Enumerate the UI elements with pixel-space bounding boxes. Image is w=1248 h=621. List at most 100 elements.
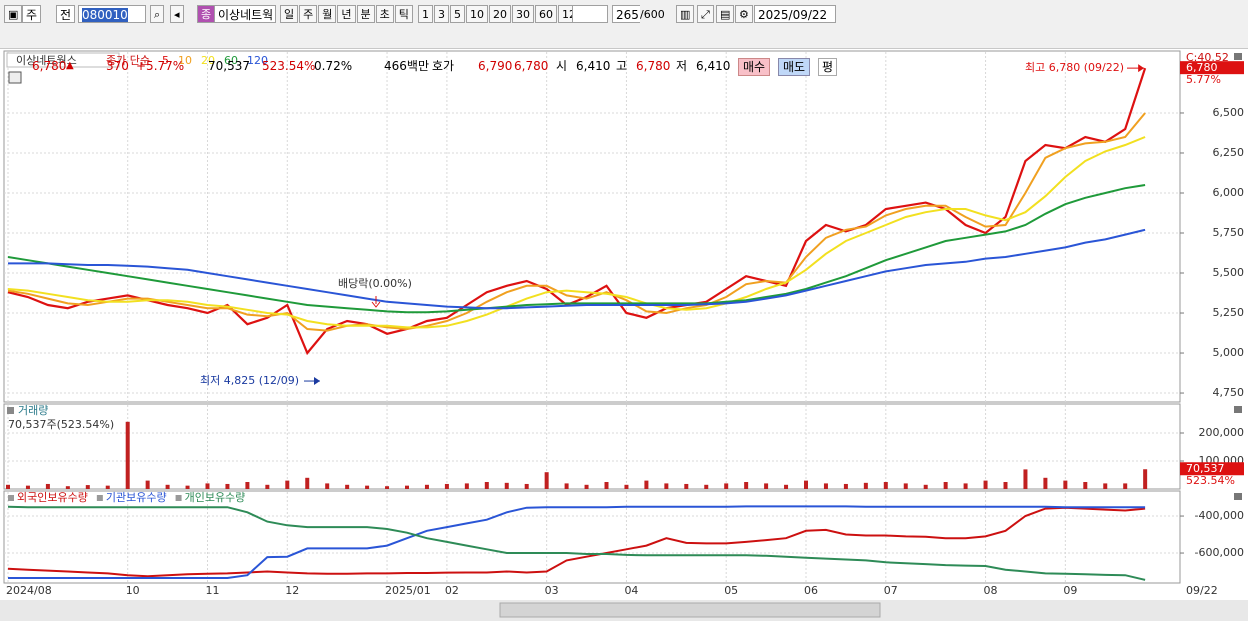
volume-bar [524,483,529,489]
volume-bar [65,486,70,489]
volume-bar [923,484,928,489]
legend-swatch [175,495,182,501]
period-button[interactable]: 일 [280,5,299,23]
market-select[interactable]: 주 [22,5,42,23]
period-button[interactable]: 틱 [394,5,413,23]
volume-bar [704,484,709,489]
volume-bar [165,484,170,489]
y-tick-label: 5,000 [1213,346,1245,359]
interval-button[interactable]: 1 [418,5,433,23]
volume-bar [823,483,828,489]
volume-title: 거래량 [18,404,48,417]
volume-bar [863,482,868,489]
code-input[interactable]: 080010 [78,5,146,23]
name-field[interactable]: 이상네트웍 [214,5,276,23]
series-line [8,228,1146,310]
period-button[interactable]: 초 [375,5,394,23]
scope-select[interactable]: 전 [56,5,76,23]
interval-button[interactable]: 5 [450,5,465,23]
turnover: 0.72% [314,59,353,73]
period-button[interactable]: 분 [356,5,375,23]
chart-bg [0,50,1248,600]
draw-button[interactable]: ⤢ [697,5,714,23]
close-button[interactable] [1234,406,1242,413]
name-icon[interactable]: 종 [197,5,216,23]
volume-bar [744,482,749,489]
count-input[interactable]: 265 [612,5,640,23]
volume-bar [145,480,150,489]
volume-bar [943,482,948,489]
series-line [7,67,1147,356]
chart-type-button[interactable]: ▥ [676,5,695,23]
interval-group: 13510203060120 [418,5,588,23]
volume-bar [804,480,808,489]
volume-bar [405,485,409,489]
volume-bar [225,483,230,489]
interval-button[interactable]: 20 [489,5,511,23]
legend-swatch [8,495,14,501]
volume-bar [1123,483,1128,489]
volume-bar [424,484,429,489]
quote-label: 호가 [432,59,455,73]
volume-bar [25,485,30,489]
period-button[interactable]: 월 [318,5,337,23]
interval-button[interactable]: 10 [466,5,488,23]
volume-bar [604,482,609,489]
interval-button[interactable]: 60 [535,5,557,23]
x-tick-label: 2024/08 [6,584,52,597]
count-select[interactable] [572,5,608,23]
series-line [7,136,1146,329]
c-label: C:40.52 [1186,51,1229,64]
volume-bar [963,483,968,489]
save-button[interactable]: ▤ [716,5,735,23]
search-button[interactable]: ⌕ [150,5,165,23]
amount: 466백만 [384,59,429,73]
menu-button[interactable]: ▣ [4,5,23,23]
volume-bar [385,486,390,489]
period-button[interactable]: 주 [299,5,318,23]
x-tick-label: 05 [724,584,738,597]
volume-bar [105,485,110,489]
legend-entry: 개인보유수량 [185,491,246,504]
close-button[interactable] [1234,493,1242,500]
interval-button[interactable]: 30 [512,5,534,23]
interval-button[interactable]: 3 [434,5,449,23]
last-price-box [1180,61,1244,75]
x-tick-label: 06 [804,584,818,597]
low-label: 저 [676,59,688,73]
high-label: 최고 6,780 (09/22) [1025,61,1124,74]
ask: 6,790 [478,59,513,73]
event-arrow [371,296,381,308]
legend-entry: 60 [224,54,238,67]
volume-bar [883,482,888,489]
volume-bar [1043,477,1048,489]
sound-button[interactable]: ◂ [170,5,184,23]
volume-bar [1143,469,1148,489]
volume-bar [903,483,908,489]
last-price-label: 6,780 [1186,61,1218,74]
avg-button[interactable]: 평 [818,58,838,76]
date-input[interactable]: 2025/09/22 [754,5,836,23]
legend-entry: 외국인보유수량 [17,491,88,504]
y-tick-label: -400,000 [1195,509,1244,522]
change-pct: +5.77% [136,59,185,73]
volume-bar [644,480,649,489]
change: 370 [106,59,129,73]
series-line [7,184,1146,314]
y-tick-label: -600,000 [1195,546,1244,559]
close-button[interactable] [1234,53,1242,60]
high-arrowhead [1138,64,1145,73]
sell-button[interactable]: 매도 [778,58,811,76]
y-tick-label: 4,750 [1213,386,1245,399]
scroll-thumb[interactable] [499,602,881,618]
buy-button[interactable]: 매수 [738,58,771,76]
legend-name: 이상네트웍스 [16,54,77,67]
volume-bar [265,484,270,489]
change-arrow: ▲ [66,60,74,71]
period-button[interactable]: 년 [337,5,356,23]
volume-bar [584,484,589,489]
settings-button[interactable]: ⚙ [735,5,753,23]
x-tick-label: 12 [285,584,299,597]
